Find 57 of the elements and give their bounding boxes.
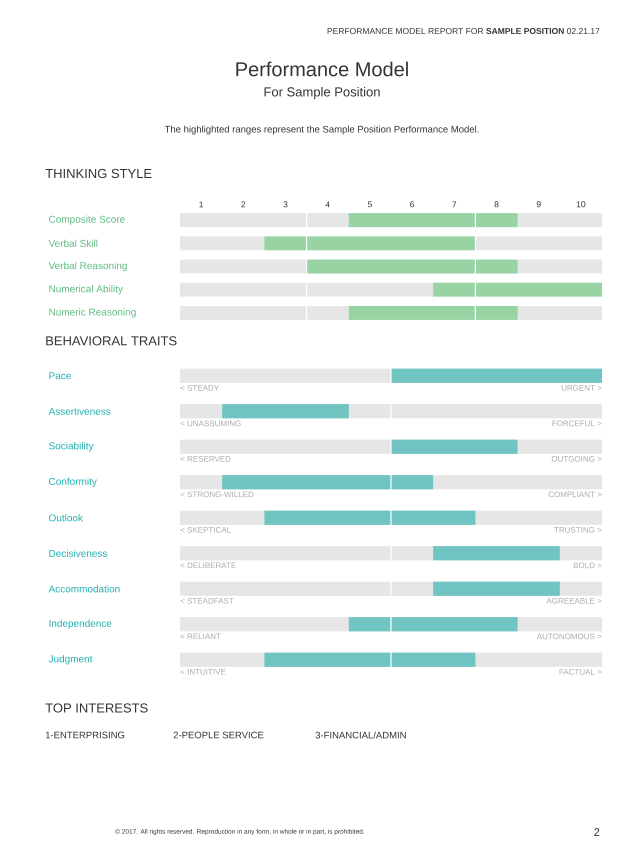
annotation: < STEADFAST [180, 598, 234, 604]
y-tick-label: Decisiveness [49, 550, 108, 557]
annotation: < UNASSUMING [180, 420, 241, 426]
annotation: < STEADY [180, 385, 219, 391]
bar [390, 440, 518, 454]
y-tick-label: Verbal Reasoning [48, 262, 127, 272]
bar [433, 582, 560, 596]
annotation: FORCEFUL > [552, 420, 602, 426]
y-tick-label: Conformity [49, 478, 97, 487]
bar [222, 404, 349, 418]
text: The highlighted ranges represent the Sample Position Performance Model. [164, 126, 478, 134]
x-tick-label: 7 [452, 201, 456, 208]
annotation: < INTUITIVE [180, 669, 226, 675]
text: 1-ENTERPRISING [46, 732, 124, 738]
chart-title: BEHAVIORAL TRAITS [46, 336, 177, 346]
y-tick-label: Outlook [49, 514, 84, 522]
y-tick-label: Numeric Reasoning [49, 308, 136, 318]
x-tick-label: 1 [199, 201, 204, 208]
annotation: < RELIANT [180, 634, 221, 640]
x-tick-label: 8 [494, 201, 498, 208]
annotation: OUTGOING > [552, 456, 602, 462]
x-tick-label: 5 [368, 201, 372, 208]
y-tick-label: Assertiveness [48, 408, 110, 415]
y-tick-label: Accommodation [48, 585, 120, 592]
x-tick-label: 6 [410, 201, 414, 208]
annotation: AUTONOMOUS > [536, 634, 602, 640]
annotation: TRUSTING > [554, 527, 602, 533]
annotation: AGREEABLE > [546, 598, 602, 604]
y-tick-label: Verbal Skill [48, 240, 98, 247]
x-tick-label: 10 [576, 201, 586, 208]
y-tick-label: Judgment [48, 655, 92, 664]
annotation: FACTUAL > [560, 669, 602, 675]
y-tick-label: Sociability [48, 442, 94, 452]
text: TOP INTERESTS [46, 703, 148, 713]
text: 2 [594, 828, 600, 836]
text: Performance Model [236, 62, 408, 76]
annotation: < RESERVED [180, 456, 231, 462]
annotation: < DELIBERATE [180, 562, 236, 568]
annotation: COMPLIANT > [548, 492, 602, 498]
y-tick-label: Numerical Ability [49, 285, 123, 294]
x-tick-label: 4 [326, 201, 330, 208]
x-tick-label: 9 [536, 201, 541, 208]
text: 3-FINANCIAL/ADMIN [316, 732, 406, 738]
annotation: BOLD > [574, 562, 602, 568]
text: 2-PEOPLE SERVICE [174, 732, 264, 738]
annotation: < SKEPTICAL [180, 527, 231, 533]
y-tick-label: Pace [49, 372, 71, 380]
x-tick-label: 2 [241, 201, 246, 208]
annotation: URGENT > [562, 385, 602, 391]
y-tick-label: Composite Score [49, 215, 125, 225]
bar [433, 546, 560, 560]
text: For Sample Position [264, 86, 380, 100]
annotation: < STRONG-WILLED [180, 492, 254, 498]
chart-title: THINKING STYLE [46, 168, 152, 178]
y-tick-label: Independence [49, 620, 112, 629]
x-tick-label: 3 [283, 201, 288, 208]
text: PERFORMANCE MODEL REPORT FOR SAMPLE POSITION 02.21.17 [328, 28, 600, 34]
